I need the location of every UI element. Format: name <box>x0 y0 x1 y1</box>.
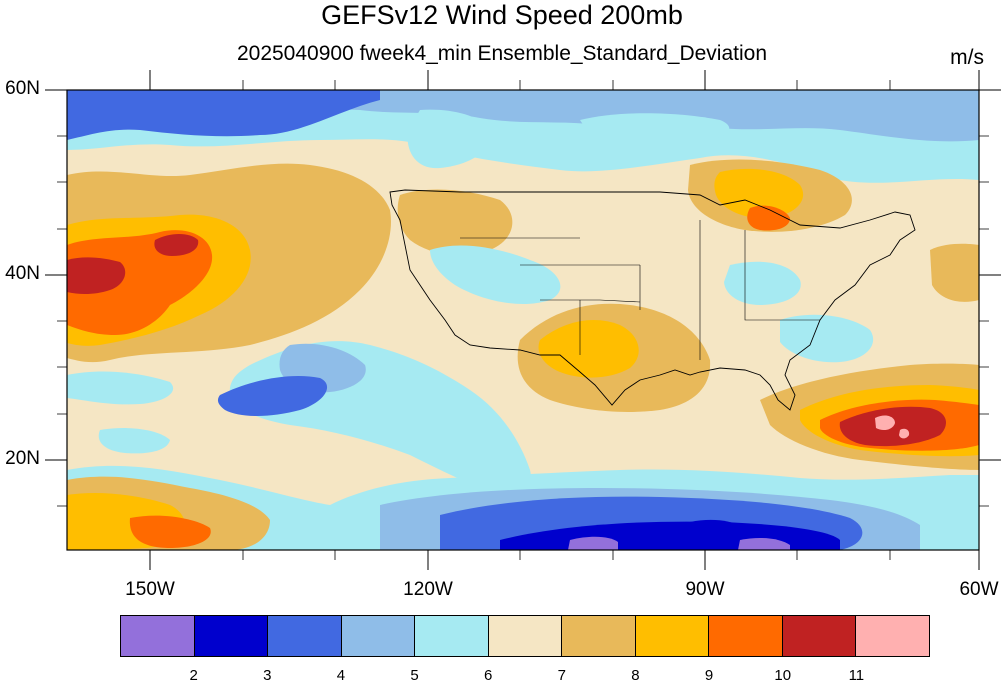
colorbar-label: 2 <box>189 667 198 684</box>
colorbar-swatch <box>488 616 563 656</box>
colorbar <box>120 615 930 657</box>
colorbar-label: 6 <box>484 667 493 684</box>
colorbar-label: 8 <box>631 667 640 684</box>
colorbar-label: 3 <box>263 667 272 684</box>
colorbar-swatch <box>268 616 342 656</box>
lon-label-90w: 90W <box>685 579 725 600</box>
colorbar-swatch <box>415 616 489 656</box>
colorbar-swatch <box>709 616 783 656</box>
colorbar-swatch <box>856 616 930 656</box>
map-frame <box>45 70 1001 570</box>
lon-label-60w: 60W <box>959 579 999 600</box>
colorbar-swatch <box>194 616 269 656</box>
contour-field <box>67 90 979 550</box>
colorbar-swatch <box>121 616 195 656</box>
wind-speed-map <box>45 70 1001 570</box>
coastline-outline <box>389 189 916 411</box>
map-subtitle: 2025040900 fweek4_min Ensemble_Standard_… <box>236 42 768 65</box>
lon-label-150w: 150W <box>125 579 175 600</box>
colorbar-label: 10 <box>774 667 792 684</box>
lat-label-20n: 20N <box>5 448 40 469</box>
lat-label-60n: 60N <box>5 78 40 99</box>
colorbar-swatch <box>635 616 710 656</box>
colorbar-label: 4 <box>336 667 346 684</box>
units-label: m/s <box>950 46 984 69</box>
colorbar-label: 11 <box>848 667 865 684</box>
colorbar-label: 5 <box>410 667 419 684</box>
lat-label-40n: 40N <box>5 263 40 284</box>
colorbar-swatch <box>562 616 636 656</box>
map-title: GEFSv12 Wind Speed 200mb <box>321 0 683 30</box>
colorbar-swatch <box>341 616 416 656</box>
colorbar-swatch <box>782 616 857 656</box>
colorbar-label: 9 <box>704 667 714 684</box>
colorbar-label: 7 <box>557 667 566 684</box>
lon-label-120w: 120W <box>403 579 453 600</box>
